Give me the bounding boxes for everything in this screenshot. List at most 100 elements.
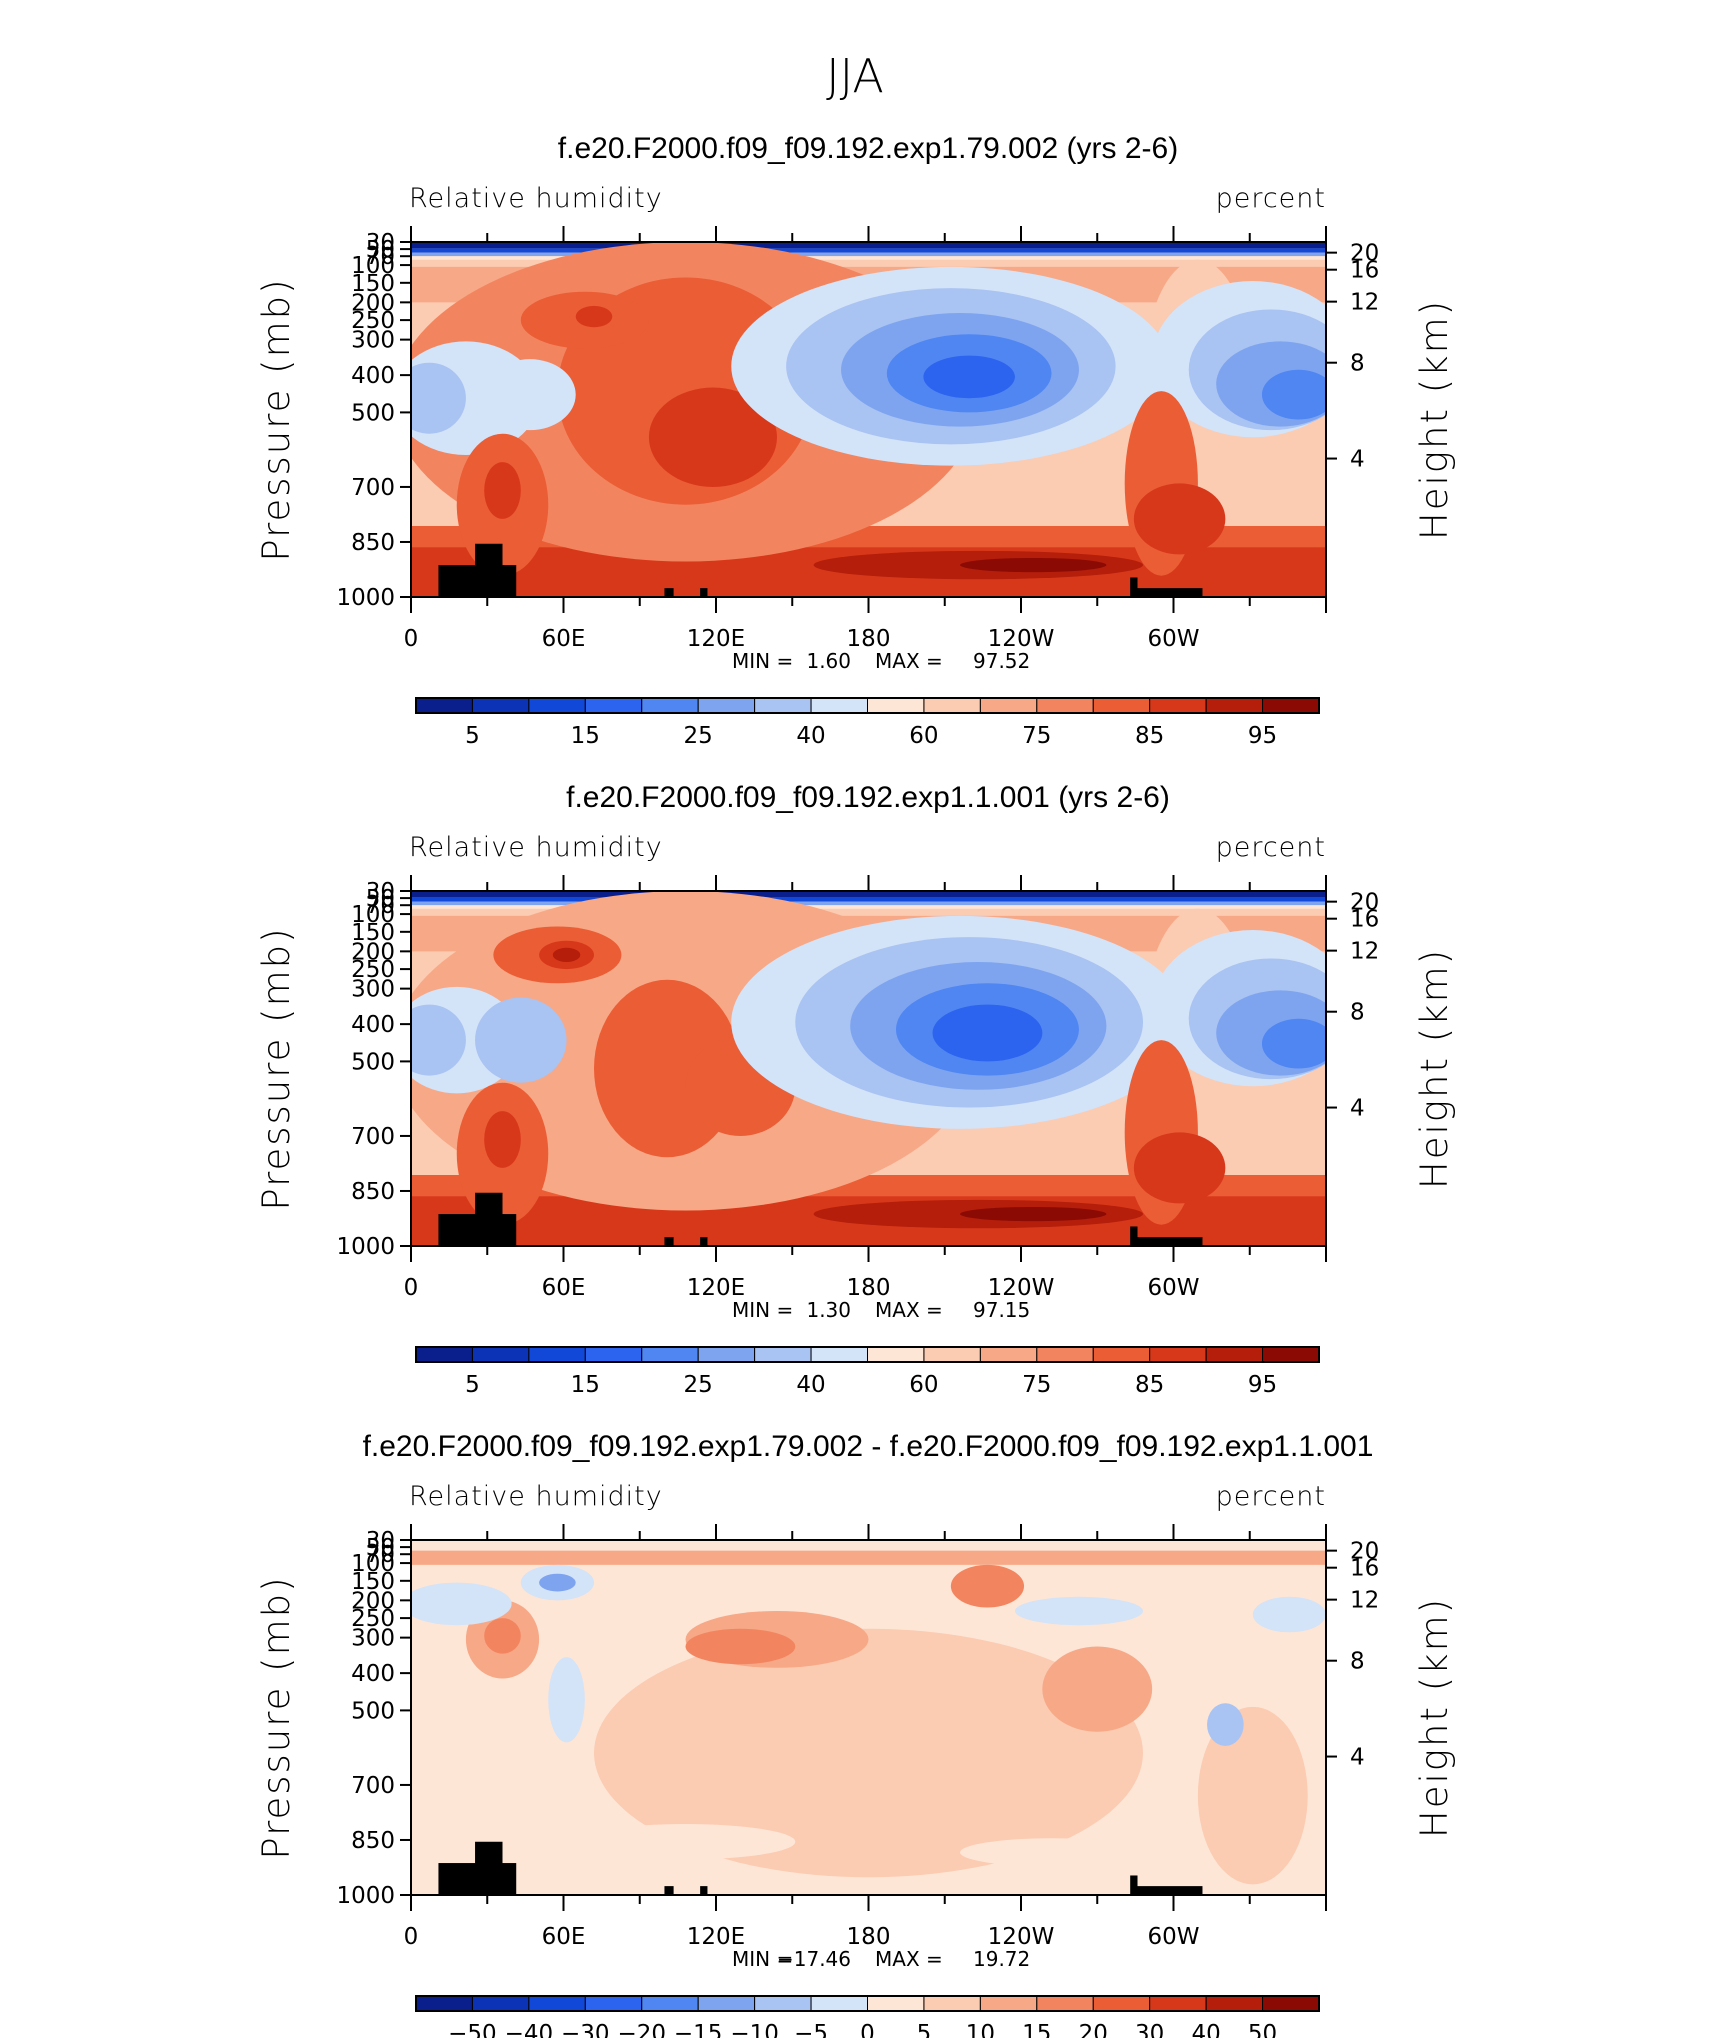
colorbar-tick-label: −10 [730,2021,779,2038]
strat-band [411,901,1326,906]
colorbar-tick-label: −5 [794,2021,828,2038]
y-axis-title: Pressure (mb) [255,277,298,561]
colorbar-tick-label: −20 [617,2021,666,2038]
colorbar-tick-label: 10 [966,2021,995,2038]
y-tick-label: 500 [351,1049,395,1075]
colorbar-box [979,1346,1038,1363]
topography [1130,577,1138,597]
colorbar-box [810,697,868,714]
colorbar-box [754,1346,812,1363]
topography [700,1237,708,1246]
x-tick-label: 60W [1147,626,1199,652]
variable-label: Relative humidity [409,832,663,863]
colorbar-box [697,1995,756,2012]
x-tick-label: 0 [404,1924,419,1950]
y-tick-label: 70 [366,244,395,270]
colorbar-tick-label: 5 [465,1372,480,1398]
y-tick-label: 300 [351,977,395,1003]
colorbar-tick-label: 50 [1248,2021,1277,2038]
colorbar-box [867,1346,925,1363]
colorbar-box [415,1995,473,2012]
y-tick-label: 50 [366,886,395,912]
min-label: MIN = [732,1947,793,1971]
colorbar-tick-label: 5 [917,2021,932,2038]
colorbar-box [923,1995,981,2012]
x-tick-label: 60E [542,626,586,652]
colorbar-tick-label: 25 [684,1372,713,1398]
height-tick-label: 4 [1350,447,1365,473]
y-tick-label: 30 [366,879,395,905]
colorbar-box [471,1995,530,2012]
topography [1133,1886,1203,1895]
topography [1133,588,1203,597]
variable-label: Relative humidity [409,183,663,214]
colorbar-box [923,1346,981,1363]
contour-region [484,1111,521,1168]
colorbar-box [867,697,925,714]
bl-max [959,557,1107,573]
colorbar-box [584,1346,643,1363]
colorbar-box [697,1346,756,1363]
colorbar-tick-label: 85 [1135,1372,1164,1398]
colorbar-tick-label: −15 [674,2021,723,2038]
max-label: MAX = [875,649,943,673]
min-value: 1.60 [806,649,851,673]
max-label: MAX = [875,1298,943,1322]
x-tick-label: 0 [404,1275,419,1301]
height-tick-label: 20 [1350,241,1379,267]
field [411,242,1326,597]
y-tick-label: 250 [351,957,395,983]
units-label: percent [1216,1481,1326,1512]
y-tick-label: 850 [351,530,395,556]
colorbar-frame [415,697,1320,714]
y-tick-label: 400 [351,1012,395,1038]
contour-region [685,1628,796,1665]
colorbar-box [1092,1995,1151,2012]
topography [493,565,517,597]
colorbar-box [754,1995,812,2012]
colorbar-tick-label: 20 [1079,2021,1108,2038]
topography [700,1886,708,1895]
colorbar-tick-label: 15 [571,723,600,749]
x-tick-label: 180 [847,1924,891,1950]
height-tick-label: 4 [1350,1745,1365,1771]
contour-region [960,1838,1143,1867]
colorbar-box [923,697,981,714]
strat-band [411,252,1326,257]
contour-region [1197,1706,1308,1885]
colorbar-box [867,1995,925,2012]
x-tick-label: 60E [542,1924,586,1950]
contour-region [411,362,466,434]
colorbar-box [415,1346,473,1363]
contour-region [484,359,576,431]
contour-region [539,1573,576,1592]
y-tick-label: 150 [351,920,395,946]
colorbar-tick-label: 60 [909,1372,938,1398]
max-value: 97.15 [973,1298,1030,1322]
colorbar-box [1149,1346,1207,1363]
y-tick-label: 70 [366,1542,395,1568]
contour-region [411,1004,466,1076]
colorbar-box [1205,1995,1264,2012]
colorbar-box [528,1346,586,1363]
colorbar-box [1262,1346,1320,1363]
strat-band [411,242,1326,249]
panel-3: f.e20.F2000.f09_f09.192.exp1.79.002 - f.… [255,1430,1456,2038]
colorbar-tick-label: 85 [1135,723,1164,749]
y-tick-label: 700 [351,475,395,501]
contour-region [1014,1596,1143,1626]
colorbar-box [810,1346,868,1363]
colorbar-box [754,697,812,714]
topography [664,1237,674,1246]
height-tick-label: 4 [1350,1096,1365,1122]
colorbar-tick-label: 75 [1022,1372,1051,1398]
strat-band [411,248,1326,253]
topography [1130,1875,1138,1895]
colorbar-box [1036,1346,1094,1363]
y-tick-label: 1000 [336,1883,395,1909]
y-tick-label: 400 [351,1661,395,1687]
colorbar-tick-label: 15 [571,1372,600,1398]
x-tick-label: 120E [687,626,745,652]
contour-region [932,1004,1043,1062]
colorbar-tick-label: 40 [796,1372,825,1398]
